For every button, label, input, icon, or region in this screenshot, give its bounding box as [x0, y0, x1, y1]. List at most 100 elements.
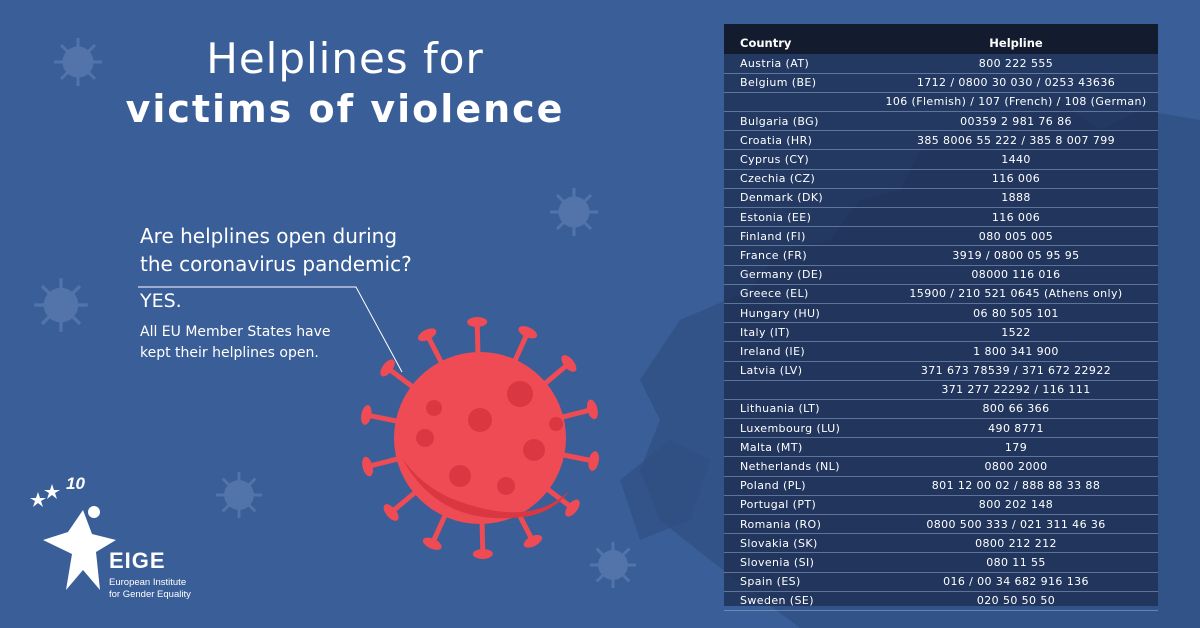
logo-subtitle: European Institute for Gender Equality — [109, 577, 199, 601]
helpline-cell: 3919 / 0800 05 95 95 — [952, 248, 1080, 262]
star-figure-logo-icon — [30, 484, 116, 590]
helpline-cell: 00359 2 981 76 86 — [960, 114, 1072, 128]
country-cell: Denmark (DK) — [740, 191, 824, 205]
country-cell: Lithuania (LT) — [740, 402, 820, 416]
table-row: Cyprus (CY) 1440 — [724, 150, 1158, 170]
helpline-cell: 800 222 555 — [978, 56, 1054, 70]
title-line-1: Helplines for — [206, 34, 484, 83]
country-cell: Luxembourg (LU) — [740, 421, 841, 435]
country-cell: Germany (DE) — [740, 268, 823, 282]
column-header-helpline: Helpline — [989, 35, 1043, 50]
table-row: Malta (MT) 179 — [724, 438, 1158, 457]
table-row: Lithuania (LT) 800 66 366 — [724, 399, 1158, 419]
answer-yes: YES. — [140, 290, 182, 312]
logo-subtitle-line-2: for Gender Equality — [109, 589, 191, 600]
country-cell: Estonia (EE) — [740, 210, 812, 224]
helpline-cell: 1 800 341 900 — [973, 344, 1059, 358]
country-cell: Slovakia (SK) — [740, 536, 818, 550]
page-title: Helplines for victims of violence — [100, 34, 590, 134]
table-row: Hungary (HU) 06 80 505 101 — [724, 303, 1158, 323]
logo-subtitle-line-1: European Institute — [109, 577, 187, 588]
table-row: France (FR) 3919 / 0800 05 95 95 — [724, 246, 1158, 266]
country-cell: Slovenia (SI) — [740, 555, 815, 569]
table-row: Sweden (SE) 020 50 50 50 — [724, 591, 1158, 611]
helpline-cell: 080 11 55 — [986, 555, 1046, 569]
helpline-cell: 1888 — [1001, 191, 1031, 205]
helpline-cell: 08000 116 016 — [971, 268, 1061, 282]
table-row: Spain (ES) 016 / 00 34 682 916 136 — [724, 572, 1158, 592]
helpline-cell: 179 — [1004, 440, 1028, 454]
country-cell: Bulgaria (BG) — [740, 114, 819, 128]
helpline-cell: 020 50 50 50 — [976, 594, 1056, 608]
helpline-cell: 800 66 366 — [982, 402, 1050, 416]
country-cell: Ireland (IE) — [740, 344, 806, 358]
question-line-1: Are helplines open during — [140, 224, 398, 248]
table-row: Belgium (BE) 1712 / 0800 30 030 / 0253 43… — [724, 73, 1158, 93]
helpline-cell: 1522 — [1001, 325, 1031, 339]
helpline-cell: 06 80 505 101 — [973, 306, 1059, 320]
country-cell: Portugal (PT) — [740, 498, 817, 512]
virus-decoration-icon — [34, 278, 88, 332]
logo-name: EIGE — [109, 548, 166, 573]
table-row: Latvia (LV) 371 673 78539 / 371 672 22922 — [724, 361, 1158, 381]
table-row: Italy (IT) 1522 — [724, 323, 1158, 342]
helpline-cell: 106 (Flemish) / 107 (French) / 108 (Germ… — [885, 95, 1147, 109]
helpline-cell: 116 006 — [991, 210, 1041, 224]
country-cell: Romania (RO) — [740, 517, 822, 531]
table-header-row: Country Helpline — [724, 24, 1158, 54]
helpline-cell: 0800 500 333 / 021 311 46 36 — [926, 517, 1106, 531]
table-row: Czechia (CZ) 116 006 — [724, 169, 1158, 189]
virus-decoration-icon — [215, 471, 263, 519]
title-line-2: victims of violence — [125, 87, 565, 131]
table-row: Slovakia (SK) 0800 212 212 — [724, 534, 1158, 553]
question-text: Are helplines open during the coronaviru… — [140, 222, 440, 278]
country-cell: Sweden (SE) — [740, 594, 814, 608]
country-cell: Netherlands (NL) — [740, 460, 840, 474]
table-row: Austria (AT) 800 222 555 — [724, 54, 1158, 74]
helpline-cell: 385 8006 55 222 / 385 8 007 799 — [916, 133, 1116, 147]
table-row: Portugal (PT) 800 202 148 — [724, 495, 1158, 515]
table-row: Bulgaria (BG) 00359 2 981 76 86 — [724, 112, 1158, 131]
country-cell: Croatia (HR) — [740, 133, 813, 147]
table-row: 106 (Flemish) / 107 (French) / 108 (Germ… — [724, 92, 1158, 112]
helpline-cell: 371 673 78539 / 371 672 22922 — [920, 364, 1112, 378]
table-row: Croatia (HR) 385 8006 55 222 / 385 8 007 … — [724, 131, 1158, 150]
table-row: Netherlands (NL) 0800 2000 — [724, 457, 1158, 477]
country-cell: Latvia (LV) — [740, 364, 803, 378]
country-cell: Italy (IT) — [740, 325, 790, 339]
helpline-cell: 1712 / 0800 30 030 / 0253 43636 — [916, 76, 1116, 90]
helpline-cell: 800 202 148 — [978, 498, 1054, 512]
country-cell: Finland (FI) — [740, 229, 806, 243]
helplines-table: Country Helpline Austria (AT) 800 222 555… — [724, 24, 1158, 611]
helpline-cell: 15900 / 210 521 0645 (Athens only) — [909, 287, 1123, 301]
country-cell: Austria (AT) — [740, 56, 810, 70]
table-row: Poland (PL) 801 12 00 02 / 888 88 33 88 — [724, 476, 1158, 496]
table-row: Germany (DE) 08000 116 016 — [724, 265, 1158, 285]
country-cell: Poland (PL) — [740, 479, 806, 493]
helpline-cell: 116 006 — [991, 172, 1041, 186]
country-cell: France (FR) — [740, 248, 808, 262]
helpline-cell: 801 12 00 02 / 888 88 33 88 — [931, 479, 1101, 493]
country-cell: Malta (MT) — [740, 440, 803, 454]
table-row: Finland (FI) 080 005 005 — [724, 227, 1158, 246]
question-line-2: the coronavirus pandemic? — [140, 252, 412, 276]
country-cell: Belgium (BE) — [740, 76, 817, 90]
virus-decoration-icon — [54, 38, 102, 86]
country-cell: Spain (ES) — [740, 575, 801, 589]
table-row: Ireland (IE) 1 800 341 900 — [724, 342, 1158, 361]
helpline-cell: 016 / 00 34 682 916 136 — [943, 575, 1089, 589]
country-cell: Hungary (HU) — [740, 306, 821, 320]
country-cell — [724, 380, 874, 399]
table-row: Estonia (EE) 116 006 — [724, 208, 1158, 227]
table-row: Greece (EL) 15900 / 210 521 0645 (Athens … — [724, 284, 1158, 304]
helpline-cell: 1440 — [1001, 153, 1031, 167]
helpline-cell: 490 8771 — [988, 421, 1044, 435]
table-row: Luxembourg (LU) 490 8771 — [724, 419, 1158, 438]
helpline-cell: 371 277 22292 / 116 111 — [941, 383, 1091, 397]
country-cell: Greece (EL) — [740, 287, 809, 301]
helpline-cell: 0800 212 212 — [975, 536, 1057, 550]
logo-anniversary: 10 — [66, 474, 85, 493]
table-row: Romania (RO) 0800 500 333 / 021 311 46 36 — [724, 515, 1158, 534]
helpline-cell: 0800 2000 — [984, 460, 1048, 474]
table-row: 371 277 22292 / 116 111 — [724, 380, 1158, 400]
